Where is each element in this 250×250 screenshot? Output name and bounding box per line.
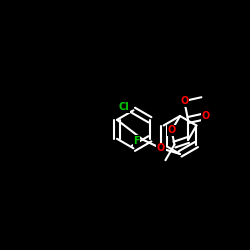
Text: O: O <box>180 96 188 106</box>
Text: O: O <box>168 126 176 136</box>
Text: O: O <box>157 143 165 153</box>
Text: Cl: Cl <box>118 102 129 113</box>
Text: F: F <box>133 136 140 146</box>
Text: O: O <box>201 111 209 121</box>
